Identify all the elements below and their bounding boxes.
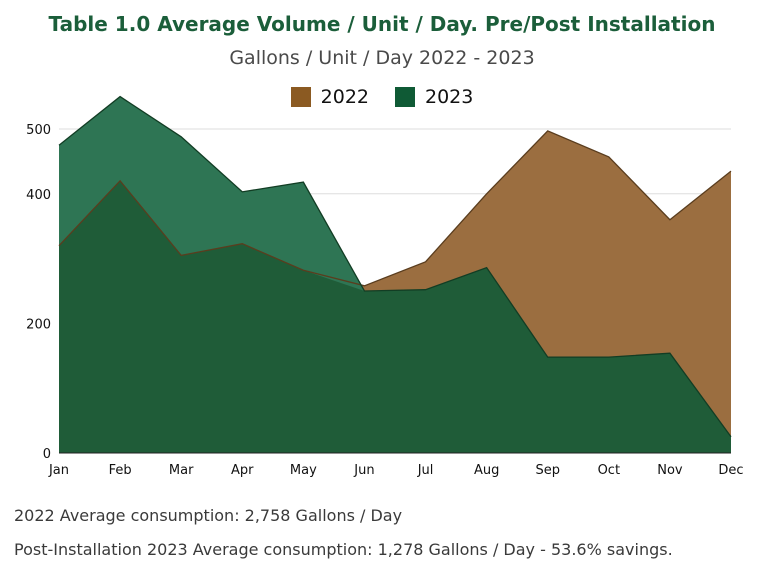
legend-swatch-2023: [395, 87, 415, 107]
chart-subtitle: Gallons / Unit / Day 2022 - 2023: [229, 47, 535, 69]
legend: 2022 2023: [0, 86, 764, 108]
x-tick-label: Mar: [169, 463, 194, 478]
legend-label-2023: 2023: [425, 86, 474, 108]
x-tick-label: Jun: [353, 463, 374, 478]
legend-item-2022: 2022: [290, 86, 369, 108]
y-tick-label: 200: [26, 317, 51, 332]
line-2023: [58, 95, 732, 438]
x-tick-label: Apr: [231, 463, 254, 478]
x-tick-label: Oct: [598, 463, 620, 478]
area-chart: 0 200 400 500 Jan Feb Mar Apr May Jun Jul Aug Sep Oct…: [26, 95, 744, 478]
y-tick-label: 500: [26, 123, 51, 138]
chart-title: Table 1.0 Average Volume / Unit / Day. P…: [48, 12, 716, 36]
x-tick-label: Dec: [718, 463, 743, 478]
x-tick-label: Nov: [657, 463, 683, 478]
y-tick-label: 400: [26, 188, 51, 203]
legend-item-2023: 2023: [395, 86, 473, 108]
legend-swatch-2022: [290, 87, 311, 107]
line-2022: [58, 130, 732, 287]
footnote-2023-average: Post-Installation 2023 Average consumpti…: [14, 540, 673, 559]
x-tick-label: Sep: [535, 463, 560, 478]
area-overlap: [59, 180, 731, 453]
x-tick-label: Jan: [48, 463, 69, 478]
legend-label-2022: 2022: [320, 86, 369, 108]
x-tick-label: May: [290, 463, 317, 478]
x-tick-label: Feb: [109, 463, 132, 478]
x-tick-label: Jul: [417, 463, 434, 478]
footnote-2022-average: 2022 Average consumption: 2,758 Gallons …: [14, 506, 403, 525]
x-tick-label: Aug: [474, 463, 499, 478]
y-tick-label: 0: [43, 447, 51, 462]
